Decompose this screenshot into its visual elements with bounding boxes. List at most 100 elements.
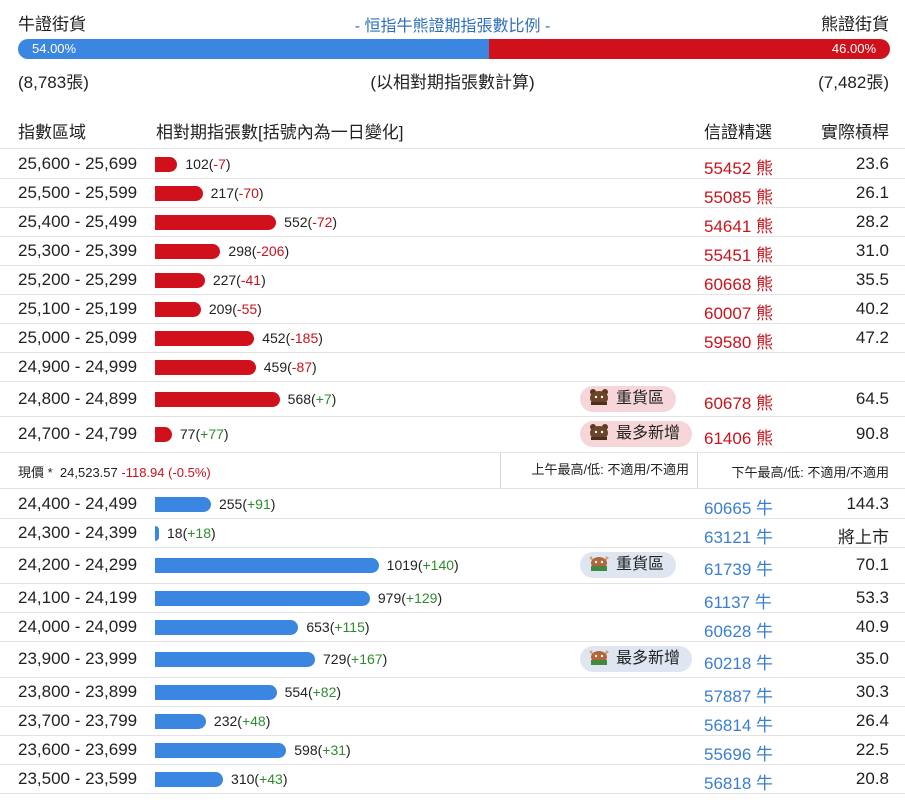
index-range: 23,600 - 23,699 (18, 739, 138, 759)
count-value: 77 (179, 426, 196, 442)
effective-leverage: 40.9 (855, 616, 889, 636)
count-value: 310 (231, 770, 255, 787)
current-price-change: -118.94 (-0.5%) (121, 465, 211, 480)
count-label: 1019(+140) (386, 557, 459, 573)
count-value: 979 (377, 589, 402, 606)
count-value: 452 (262, 329, 286, 346)
effective-leverage: 53.3 (855, 587, 889, 607)
most-added-badge: 最多新增 (580, 646, 693, 672)
recommended-warrant-link[interactable]: 55696 牛 (704, 744, 773, 764)
count-change: +167 (351, 651, 383, 667)
count-label: 232(+48) (213, 712, 271, 729)
effective-leverage: 47.2 (855, 327, 889, 347)
bear-count-bar (155, 359, 256, 375)
recommended-warrant-link[interactable]: 59580 熊 (704, 332, 773, 352)
pm-high-low: 下午最高/低: 不適用/不適用 (731, 465, 889, 480)
panel-title: - 恒指牛熊證期指張數比例 - (354, 18, 551, 35)
count-label: 255(+91) (218, 495, 276, 512)
bear-ratio-segment: 46.00% (488, 39, 890, 59)
bear-row: 25,300 - 25,399 298(-206) 55451 熊 31.0 (0, 236, 905, 266)
count-value: 209 (208, 300, 233, 317)
index-range: 23,800 - 23,899 (18, 681, 138, 701)
count-change: +77 (200, 426, 224, 442)
badge-label: 重貨區 (616, 556, 665, 573)
recommended-warrant-link[interactable]: 60678 熊 (704, 393, 773, 413)
bear-count-bar (155, 391, 280, 407)
recommended-warrant-link[interactable]: 61137 牛 (704, 592, 772, 612)
bear-row: 25,000 - 25,099 452(-185) 59580 熊 47.2 (0, 323, 905, 353)
effective-leverage: 70.1 (855, 555, 889, 574)
effective-leverage: 23.6 (855, 153, 889, 173)
count-value: 227 (212, 271, 237, 288)
bull-count-bar (155, 652, 315, 667)
effective-leverage: 30.3 (855, 681, 889, 701)
recommended-warrant-link[interactable]: 60668 熊 (704, 274, 773, 294)
effective-leverage: 20.8 (855, 768, 889, 788)
recommended-warrant-link[interactable]: 55085 熊 (704, 187, 773, 207)
effective-leverage: 將上市 (838, 527, 889, 547)
index-range: 24,000 - 24,099 (18, 616, 138, 636)
count-change: -206 (256, 242, 285, 259)
bear-icon (588, 388, 610, 406)
bull-row: 24,400 - 24,499 255(+91) 60665 牛 144.3 (0, 489, 905, 519)
count-label: 598(+31) (294, 741, 351, 758)
count-value: 217 (210, 184, 234, 201)
table-header: 指數區域 相對期指張數[括號內為一日變化] 信證精選 實際槓桿 (0, 118, 905, 149)
count-value: 598 (294, 741, 318, 758)
count-change: +7 (315, 390, 332, 407)
badge-label: 最多新增 (616, 425, 681, 442)
bull-icon (588, 554, 610, 572)
recommended-warrant-link[interactable]: 63121 牛 (704, 527, 773, 547)
bear-row: 24,900 - 24,999 459(-87) (0, 352, 905, 382)
bull-count-bar (155, 525, 159, 541)
recommended-warrant-link[interactable]: 60628 牛 (704, 621, 773, 641)
recommended-warrant-link[interactable]: 61739 牛 (704, 560, 773, 579)
column-pick: 信證精選 (704, 123, 772, 142)
recommended-warrant-link[interactable]: 56818 牛 (704, 773, 773, 793)
count-label: 227(-41) (212, 271, 266, 288)
bull-count-bar (155, 713, 206, 729)
bull-count-bar (155, 496, 211, 512)
index-range: 24,900 - 24,999 (18, 356, 138, 376)
am-high-low: 上午最高/低: 不適用/不適用 (500, 452, 698, 488)
effective-leverage: 35.5 (855, 269, 889, 289)
bull-icon (588, 648, 610, 666)
index-range: 24,800 - 24,899 (18, 388, 138, 408)
count-label: 310(+43) (231, 770, 288, 787)
effective-leverage: 26.4 (855, 710, 889, 730)
count-change: +48 (241, 712, 266, 729)
recommended-warrant-link[interactable]: 57887 牛 (704, 686, 773, 706)
recommended-warrant-link[interactable]: 60218 牛 (704, 654, 773, 673)
index-range: 25,600 - 25,699 (18, 153, 138, 173)
recommended-warrant-link[interactable]: 56814 牛 (704, 715, 773, 735)
count-change: -70 (238, 184, 259, 201)
count-change: +43 (259, 770, 283, 787)
heavy-zone-badge: 重貨區 (580, 552, 677, 578)
badge-label: 最多新增 (616, 650, 681, 667)
bear-outstanding-label: 熊證街貨 (821, 15, 889, 34)
bull-row: 23,500 - 23,599 310(+43) 56818 牛 20.8 (0, 764, 905, 794)
bear-count-bar (155, 330, 255, 346)
bull-outstanding-label: 牛證街貨 (18, 15, 86, 34)
count-change: -7 (213, 155, 226, 172)
index-range: 24,300 - 24,399 (18, 522, 138, 542)
index-range: 25,100 - 25,199 (18, 298, 138, 318)
count-value: 255 (218, 495, 243, 512)
recommended-warrant-link[interactable]: 55451 熊 (704, 245, 773, 265)
count-value: 554 (284, 683, 308, 700)
count-value: 18 (167, 524, 183, 541)
recommended-warrant-link[interactable]: 54641 熊 (704, 216, 773, 236)
bull-bear-ratio-bar: 54.00% 46.00% (18, 39, 890, 59)
recommended-warrant-link[interactable]: 61406 熊 (704, 429, 773, 448)
bull-count-bar (155, 619, 299, 635)
recommended-warrant-link[interactable]: 60665 牛 (704, 498, 773, 518)
count-value: 1019 (386, 557, 418, 573)
count-value: 459 (263, 358, 288, 375)
recommended-warrant-link[interactable]: 60007 熊 (704, 303, 773, 323)
recommended-warrant-link[interactable]: 55452 熊 (704, 158, 773, 178)
index-range: 24,100 - 24,199 (18, 587, 138, 607)
count-value: 298 (228, 242, 252, 259)
effective-leverage: 28.2 (855, 211, 889, 231)
count-value: 232 (213, 712, 238, 729)
